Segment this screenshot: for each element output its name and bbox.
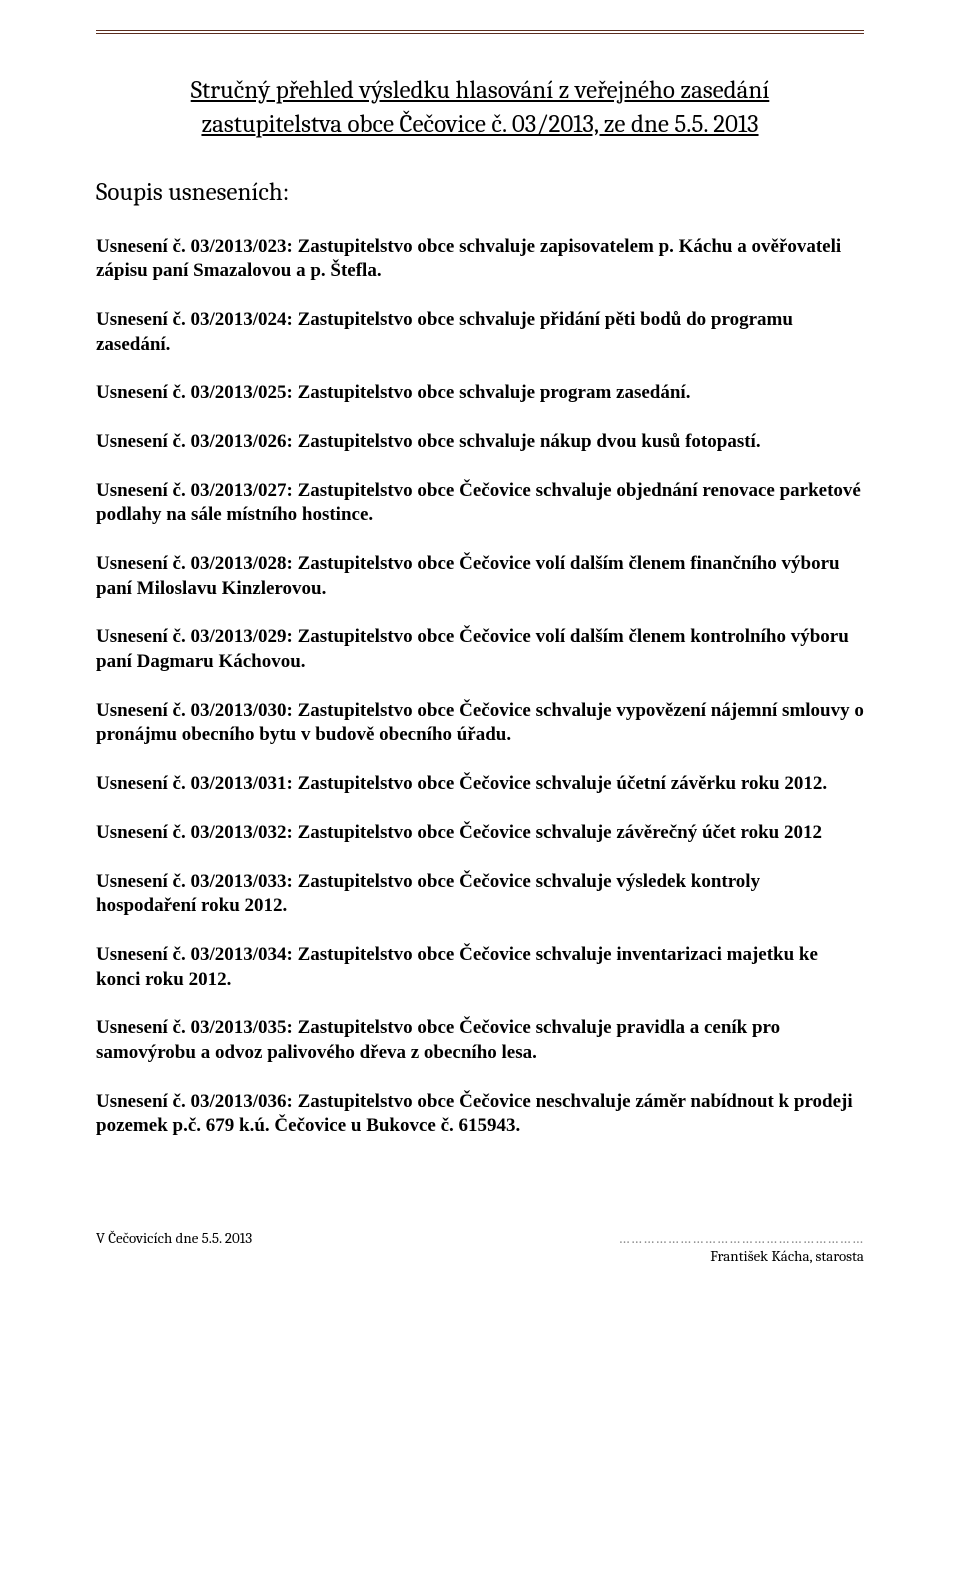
document-page: Stručný přehled výsledku hlasování z veř… (0, 0, 960, 1325)
footer-left: V Čečovicích dne 5.5. 2013 (96, 1229, 252, 1265)
resolution-item: Usnesení č. 03/2013/036: Zastupitelstvo … (96, 1090, 864, 1139)
title-line-2: zastupitelstva obce Čečovice č. 03/2013,… (170, 108, 790, 142)
document-title: Stručný přehled výsledku hlasování z veř… (170, 74, 790, 142)
signature-line: …………………………………………………… (618, 1229, 864, 1247)
resolution-item: Usnesení č. 03/2013/031: Zastupitelstvo … (96, 772, 864, 797)
signatory-name: František Kácha, starosta (618, 1247, 864, 1265)
resolution-item: Usnesení č. 03/2013/035: Zastupitelstvo … (96, 1016, 864, 1065)
resolution-item: Usnesení č. 03/2013/029: Zastupitelstvo … (96, 625, 864, 674)
resolution-item: Usnesení č. 03/2013/028: Zastupitelstvo … (96, 552, 864, 601)
footer-right: …………………………………………………… František Kácha, st… (618, 1229, 864, 1265)
subheading: Soupis usneseních: (96, 178, 864, 207)
resolution-item: Usnesení č. 03/2013/027: Zastupitelstvo … (96, 479, 864, 528)
top-horizontal-rule (96, 30, 864, 34)
resolution-item: Usnesení č. 03/2013/030: Zastupitelstvo … (96, 699, 864, 748)
resolution-item: Usnesení č. 03/2013/023: Zastupitelstvo … (96, 235, 864, 284)
resolution-item: Usnesení č. 03/2013/033: Zastupitelstvo … (96, 870, 864, 919)
resolution-item: Usnesení č. 03/2013/024: Zastupitelstvo … (96, 308, 864, 357)
title-line-1: Stručný přehled výsledku hlasování z veř… (170, 74, 790, 108)
resolution-item: Usnesení č. 03/2013/025: Zastupitelstvo … (96, 381, 864, 406)
resolution-item: Usnesení č. 03/2013/026: Zastupitelstvo … (96, 430, 864, 455)
resolution-item: Usnesení č. 03/2013/032: Zastupitelstvo … (96, 821, 864, 846)
resolution-item: Usnesení č. 03/2013/034: Zastupitelstvo … (96, 943, 864, 992)
document-footer: V Čečovicích dne 5.5. 2013 …………………………………… (96, 1229, 864, 1265)
